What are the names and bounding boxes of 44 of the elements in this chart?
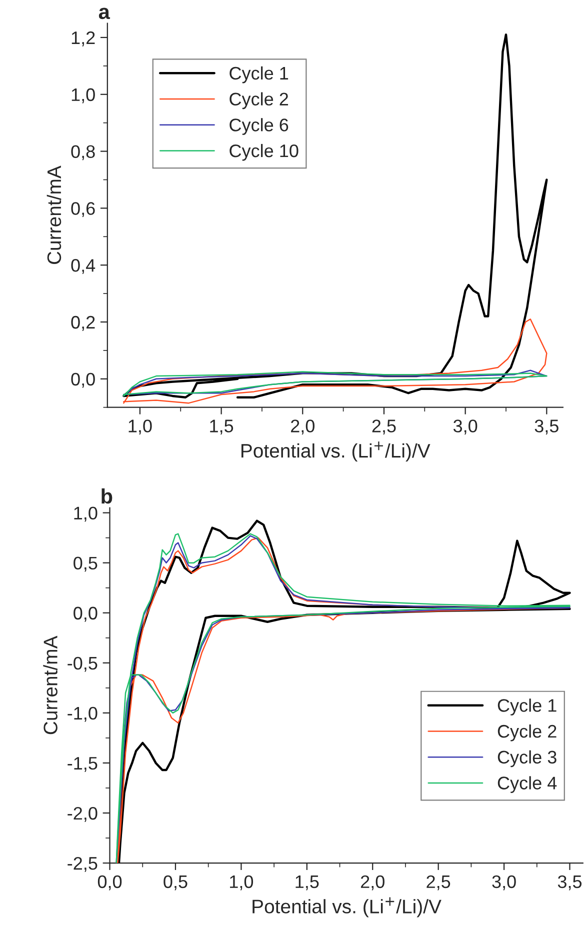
x-tick-label: 1,5 [210, 420, 234, 435]
y-tick-label: 1,0 [74, 506, 98, 522]
x-tick-label: 2,0 [360, 875, 384, 890]
x-tick-label: 2,5 [426, 875, 450, 890]
legend-label: Cycle 1 [230, 66, 288, 84]
y-axis-title: Current/mA [46, 166, 62, 264]
x-tick-label: 1,0 [128, 420, 152, 435]
legend-label: Cycle 3 [498, 750, 556, 768]
legend-label: Cycle 1 [498, 698, 556, 716]
line-series [122, 34, 548, 398]
y-tick-label: 0,2 [71, 316, 95, 331]
x-tick-label: 3,0 [492, 875, 516, 890]
y-tick-label: -0,5 [68, 656, 98, 672]
legend-label: Cycle 6 [230, 118, 288, 135]
y-tick-label: 1,2 [72, 31, 95, 46]
x-axis-title: Potential vs. (Li$^{+}$/Li)/V [252, 897, 442, 918]
y-tick-label: 1,0 [72, 88, 95, 104]
y-tick-label: 0,4 [71, 259, 96, 274]
y-tick-label: 0,6 [71, 202, 95, 218]
x-tick-label: 3,5 [534, 420, 558, 435]
x-tick-label: 2,5 [372, 420, 396, 435]
y-tick-label: -2,0 [68, 806, 98, 822]
x-axis-title: Potential vs. (Li$^{+}$/Li)/V [241, 442, 430, 462]
y-tick-label: -2,5 [68, 856, 98, 872]
legend-label: Cycle 2 [498, 724, 556, 742]
legend-label: Cycle 4 [498, 776, 557, 794]
chart-title: a [98, 8, 110, 20]
legend-label: Cycle 2 [230, 92, 288, 110]
y-tick-label: 0,0 [71, 372, 95, 388]
x-tick-label: 1,0 [230, 875, 254, 890]
x-tick-label: 2,0 [291, 420, 314, 435]
x-tick-label: 3,0 [453, 420, 478, 435]
legend-label: Cycle 10 [230, 144, 298, 161]
y-axis-title: Current/mA [43, 636, 58, 734]
x-tick-label: 3,5 [558, 875, 582, 890]
x-tick-label: 1,5 [296, 876, 319, 890]
x-tick-label: 0,5 [164, 875, 188, 890]
y-tick-label: 0,5 [74, 556, 98, 572]
y-tick-label: -1,5 [68, 757, 98, 772]
x-tick-label: 0,0 [98, 875, 122, 890]
y-tick-label: -1,0 [68, 706, 98, 722]
chart-title: b [102, 488, 112, 504]
y-tick-label: 0,8 [71, 145, 95, 160]
y-tick-label: 0,0 [74, 606, 98, 622]
